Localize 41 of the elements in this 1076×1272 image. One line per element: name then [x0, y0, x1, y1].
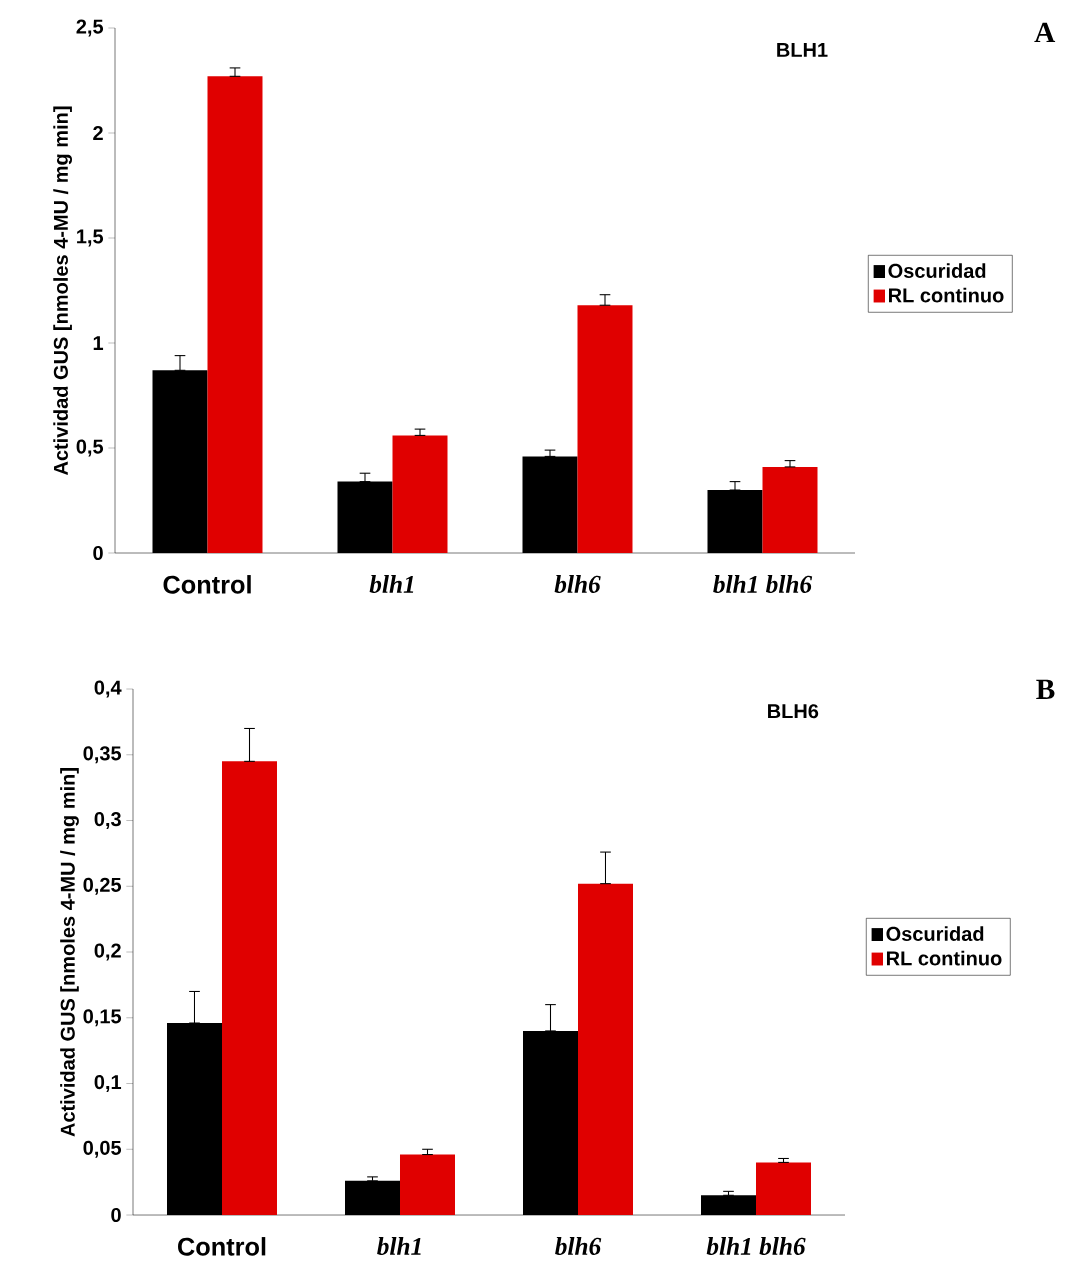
y-tick-label: 0,1	[94, 1074, 122, 1093]
text: BLH6	[768, 704, 819, 719]
x-tick-label: Control	[163, 575, 251, 594]
y-tick-label: 0,3	[94, 811, 121, 830]
x-tick-label: blh1 blh6	[706, 1237, 806, 1255]
legend-label: RL continuo	[886, 950, 1002, 966]
x-tick-label: blh1 blh6	[713, 575, 813, 593]
bar	[578, 883, 633, 1216]
y-axis-title: Actividad GUS [nmoles 4-MU / mg min]	[53, 106, 72, 476]
bar	[400, 1154, 455, 1216]
bar	[577, 305, 633, 554]
bar	[222, 761, 277, 1216]
x-tick-label: blh1	[369, 575, 414, 593]
y-tick-label: 0,05	[83, 1140, 122, 1158]
legend-label: Oscuridad	[888, 263, 986, 278]
y-tick-label: 0,2	[94, 943, 121, 961]
x-tick-label: blh1	[377, 1237, 421, 1255]
legend-label: Oscuridad	[886, 926, 984, 941]
bar	[392, 435, 448, 554]
text: B	[1036, 679, 1055, 700]
y-tick-label: 0,5	[76, 439, 104, 457]
y-tick-label: 1,5	[77, 229, 104, 247]
y-tick-label: 0,25	[83, 877, 122, 895]
legend-label: RL continuo	[889, 287, 1004, 303]
y-tick-label: 2,5	[76, 19, 104, 37]
y-axis-title: Actividad GUS [nmoles 4-MU / mg min]	[60, 768, 79, 1137]
text: BLH1	[777, 43, 828, 57]
bar	[207, 76, 263, 554]
y-tick-label: 0	[111, 1207, 121, 1223]
bar	[762, 466, 818, 554]
x-tick-label: Control	[178, 1237, 266, 1256]
y-tick-label: 2	[93, 126, 103, 140]
y-tick-label: 0	[93, 545, 103, 561]
y-tick-label: 1	[93, 336, 104, 350]
x-tick-label: blh6	[555, 1237, 602, 1255]
y-tick-label: 0,35	[83, 746, 122, 764]
text: A	[1034, 22, 1056, 43]
y-tick-label: 0,15	[83, 1009, 122, 1027]
bar	[756, 1162, 811, 1216]
y-tick-label: 0,4	[94, 680, 122, 698]
x-tick-label: blh6	[554, 575, 601, 593]
